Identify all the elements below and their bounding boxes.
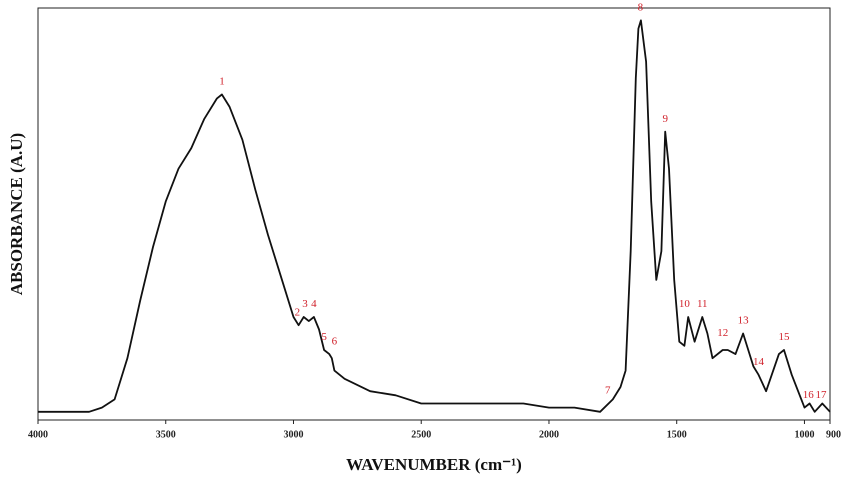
peak-label: 16 (803, 389, 815, 401)
peak-label: 10 (679, 298, 691, 310)
x-tick-label: 1500 (667, 429, 687, 440)
peak-label: 3 (302, 298, 308, 310)
peak-label: 2 (295, 306, 301, 318)
x-tick-label: 3000 (283, 429, 303, 440)
peak-label: 14 (753, 356, 765, 368)
x-tick-label: 900 (826, 429, 841, 440)
peak-label: 4 (311, 298, 317, 310)
x-tick-label: 2000 (539, 429, 559, 440)
peak-label: 12 (717, 327, 728, 339)
y-axis-label: ABSORBANCE (A.U) (7, 133, 26, 295)
peak-label: 7 (605, 385, 611, 397)
plot-frame (37, 7, 831, 421)
peak-label: 13 (738, 315, 750, 327)
peak-label: 11 (697, 298, 708, 310)
x-tick-label: 4000 (28, 429, 48, 440)
x-axis-label: WAVENUMBER (cm⁻¹) (346, 455, 522, 474)
peak-label: 1 (219, 76, 225, 88)
peak-label: 6 (332, 335, 338, 347)
peak-label: 17 (816, 389, 828, 401)
x-tick-label: 3500 (156, 429, 176, 440)
peak-label: 5 (321, 331, 327, 343)
peak-label: 9 (662, 113, 668, 125)
x-tick-label: 1000 (794, 429, 814, 440)
peak-label: 15 (779, 331, 791, 343)
spectrum-line (38, 19, 831, 413)
x-tick-label: 2500 (411, 429, 431, 440)
peak-label: 8 (638, 2, 644, 14)
